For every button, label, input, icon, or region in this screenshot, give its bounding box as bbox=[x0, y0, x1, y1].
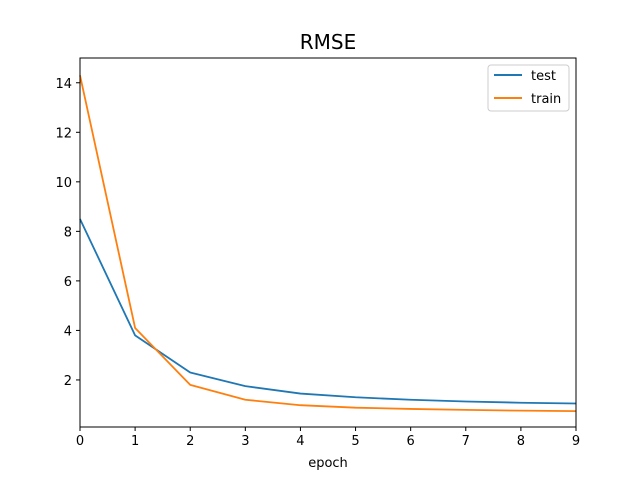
y-tick-label: 8 bbox=[64, 225, 72, 240]
x-tick-label: 8 bbox=[517, 434, 525, 449]
x-tick-label: 3 bbox=[241, 434, 249, 449]
y-tick-label: 6 bbox=[64, 275, 72, 290]
chart-title: RMSE bbox=[300, 30, 356, 54]
series-line-train bbox=[79, 75, 577, 413]
x-axis-title: epoch bbox=[308, 456, 348, 471]
legend-box bbox=[487, 64, 570, 112]
x-tick-label: 2 bbox=[186, 434, 194, 449]
x-tick-label: 9 bbox=[572, 434, 580, 449]
x-tick-label: 5 bbox=[351, 434, 359, 449]
x-tick-label: 7 bbox=[462, 434, 470, 449]
y-axis: 2 4 6 8 10 12 14 bbox=[55, 77, 80, 389]
legend-label-test: test bbox=[531, 69, 556, 84]
x-tick-label: 4 bbox=[296, 434, 304, 449]
legend: test train bbox=[487, 64, 570, 112]
plot-frame bbox=[79, 57, 577, 428]
y-tick-label: 14 bbox=[55, 77, 72, 92]
y-tick-label: 12 bbox=[55, 126, 72, 141]
y-tick-label: 4 bbox=[64, 324, 72, 339]
x-tick-label: 6 bbox=[407, 434, 415, 449]
x-tick-label: 1 bbox=[131, 434, 139, 449]
y-tick-label: 2 bbox=[64, 374, 72, 389]
x-axis: 0 1 2 3 4 5 6 7 8 9 bbox=[76, 427, 580, 449]
x-tick-label: 0 bbox=[76, 434, 84, 449]
y-tick-label: 10 bbox=[55, 176, 72, 191]
legend-label-train: train bbox=[531, 92, 561, 107]
series-layer bbox=[79, 75, 577, 413]
series-line-test bbox=[79, 218, 577, 405]
